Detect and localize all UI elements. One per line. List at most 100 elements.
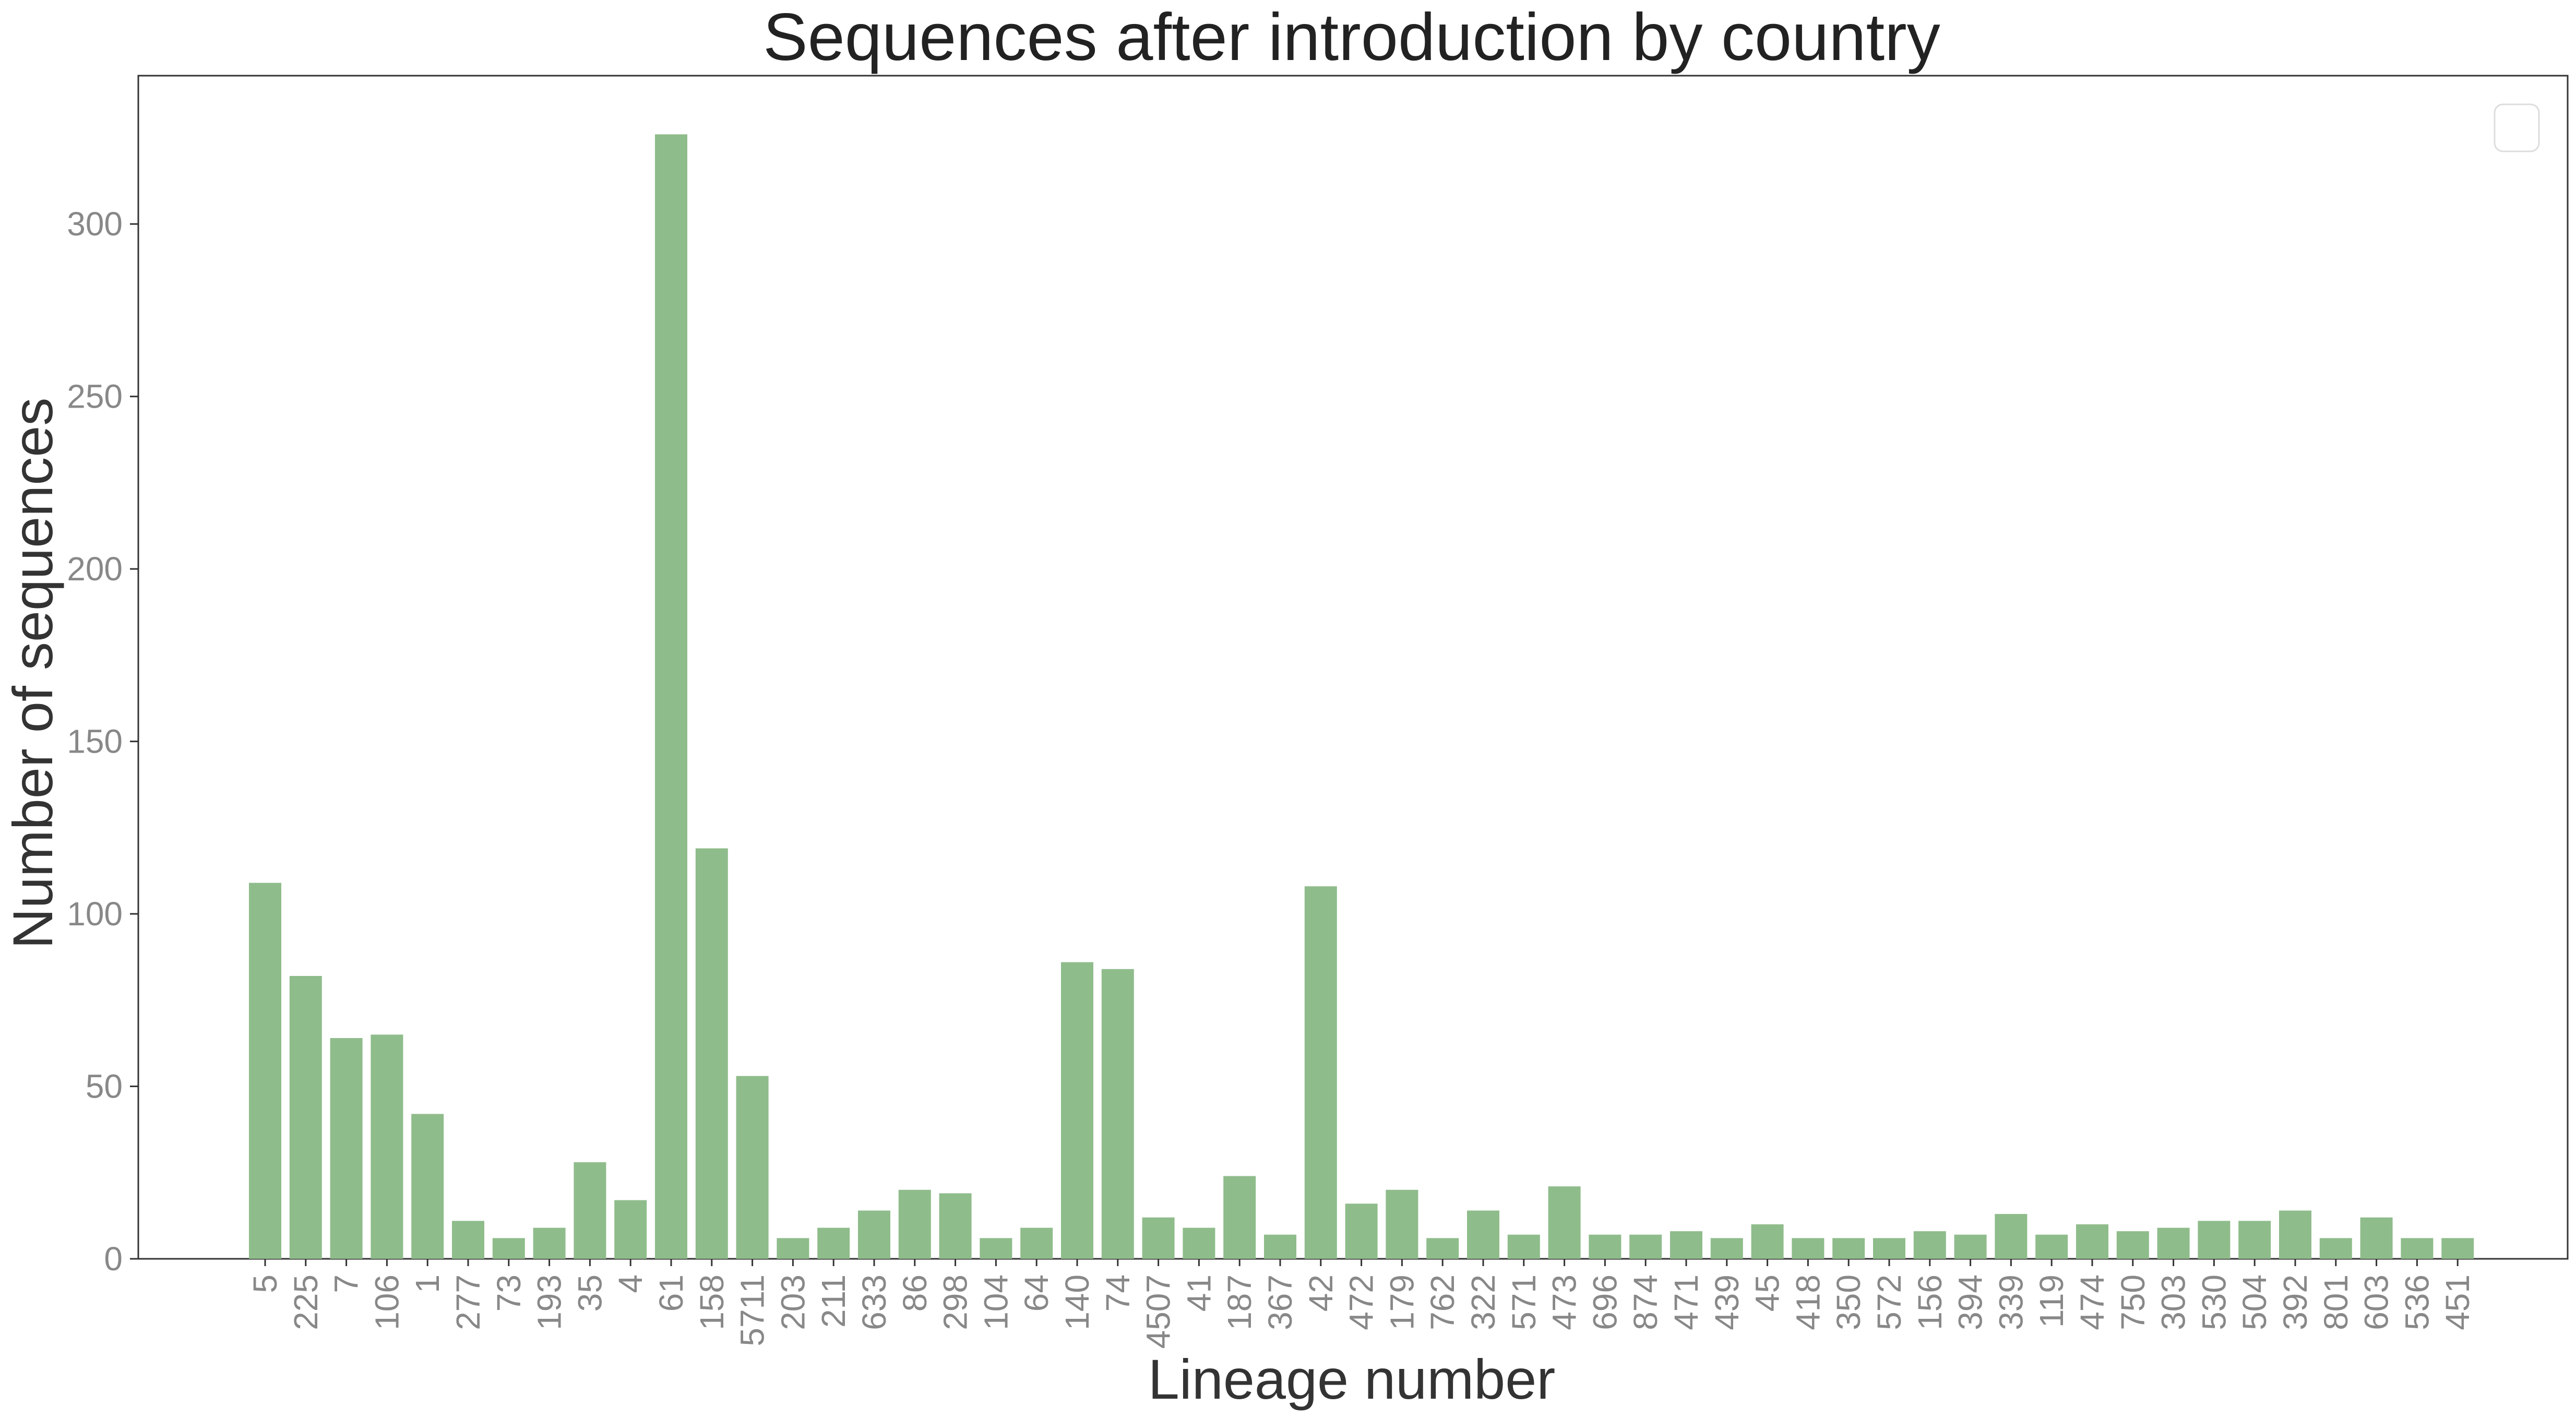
bar-762 [1426,1238,1459,1259]
bar-187 [1223,1176,1256,1259]
x-tick-label: 418 [1789,1274,1827,1330]
y-tick-label: 100 [67,895,123,933]
x-tick-label: 193 [531,1274,568,1330]
x-tick-label: 187 [1221,1274,1258,1330]
bar-392 [2279,1210,2311,1259]
x-tick-label: 225 [287,1274,325,1330]
x-tick-label: 158 [693,1274,731,1330]
bar-158 [695,848,728,1259]
x-tick-label: 474 [2073,1274,2111,1330]
x-tick-label: 451 [2439,1274,2476,1330]
bar-473 [1548,1186,1581,1259]
x-tick-label: 530 [2195,1274,2233,1330]
bar-179 [1386,1189,1418,1259]
bar-5 [249,883,281,1259]
bar-303 [2157,1228,2190,1259]
x-tick-label: 322 [1464,1274,1502,1330]
x-tick-label: 277 [449,1274,487,1330]
bar-73 [492,1238,525,1259]
bar-42 [1304,886,1337,1259]
x-tick-label: 104 [977,1274,1015,1330]
x-tick-label: 64 [1018,1274,1055,1312]
bar-367 [1264,1234,1296,1259]
x-axis-label: Lineage number [1148,1348,1556,1411]
bar-156 [1913,1231,1946,1259]
bar-696 [1589,1234,1621,1259]
x-tick-label: 35 [571,1274,609,1312]
bar-472 [1345,1203,1378,1259]
x-tick-label: 73 [490,1274,528,1312]
x-tick-label: 4 [612,1274,649,1293]
x-tick-label: 472 [1343,1274,1380,1330]
bar-603 [2360,1217,2393,1259]
bar-41 [1183,1228,1215,1259]
bar-439 [1710,1238,1743,1259]
bar-572 [1873,1238,1905,1259]
y-tick-label: 250 [67,378,123,415]
bar-474 [2076,1224,2108,1259]
bar-350 [1832,1238,1865,1259]
bar-64 [1020,1228,1053,1259]
x-tick-label: 504 [2236,1274,2273,1330]
bar-5711 [736,1076,769,1259]
bar-74 [1101,969,1134,1259]
bar-1 [411,1114,444,1259]
x-tick-label: 801 [2317,1274,2355,1330]
x-tick-label: 536 [2398,1274,2436,1330]
legend-box [2494,103,2540,152]
bar-4 [614,1200,647,1259]
x-tick-label: 203 [774,1274,812,1330]
y-axis-ticks: 0 50 100 150 200 250 300 [67,205,138,1278]
bar-106 [371,1034,403,1259]
x-tick-label: 392 [2276,1274,2314,1330]
chart-title: Sequences after introduction by country [763,0,1940,75]
y-axis-label: Number of sequences [1,398,64,949]
y-tick-label: 300 [67,205,123,243]
x-tick-label: 603 [2358,1274,2395,1330]
bar-119 [2035,1234,2068,1259]
bars-group [249,134,2474,1259]
x-tick-label: 1 [409,1274,446,1293]
bar-61 [655,134,687,1259]
y-tick-label: 200 [67,550,123,588]
bar-277 [452,1221,484,1259]
bar-225 [289,976,322,1259]
x-tick-label: 473 [1546,1274,1583,1330]
x-tick-label: 439 [1708,1274,1746,1330]
x-tick-label: 74 [1099,1274,1137,1312]
x-tick-label: 303 [2155,1274,2192,1330]
x-tick-label: 61 [652,1274,690,1312]
x-tick-label: 211 [815,1274,852,1328]
bar-140 [1061,962,1093,1259]
x-tick-label: 571 [1505,1274,1543,1330]
x-tick-label: 633 [855,1274,893,1330]
bar-193 [533,1228,566,1259]
bar-7 [330,1038,363,1259]
bar-471 [1670,1231,1702,1259]
bar-750 [2116,1231,2149,1259]
x-tick-label: 696 [1586,1274,1624,1330]
y-tick-label: 0 [104,1240,123,1278]
x-tick-label: 41 [1180,1274,1218,1312]
x-tick-label: 298 [937,1274,974,1330]
bar-203 [777,1238,809,1259]
bar-86 [898,1189,931,1259]
x-tick-label: 350 [1830,1274,1867,1330]
bar-418 [1792,1238,1824,1259]
x-tick-label: 140 [1058,1274,1096,1330]
x-tick-label: 394 [1952,1274,1989,1330]
x-tick-label: 367 [1261,1274,1299,1330]
bar-451 [2441,1238,2474,1259]
x-tick-label: 339 [1992,1274,2030,1330]
x-tick-label: 874 [1627,1274,1664,1330]
bar-211 [817,1228,850,1259]
x-tick-label: 7 [328,1274,365,1293]
bar-530 [2198,1221,2231,1259]
y-tick-label: 50 [86,1068,123,1105]
x-tick-label: 42 [1302,1274,1340,1312]
x-tick-label: 156 [1911,1274,1949,1330]
bar-536 [2401,1238,2434,1259]
bar-45 [1751,1224,1784,1259]
bar-322 [1467,1210,1499,1259]
